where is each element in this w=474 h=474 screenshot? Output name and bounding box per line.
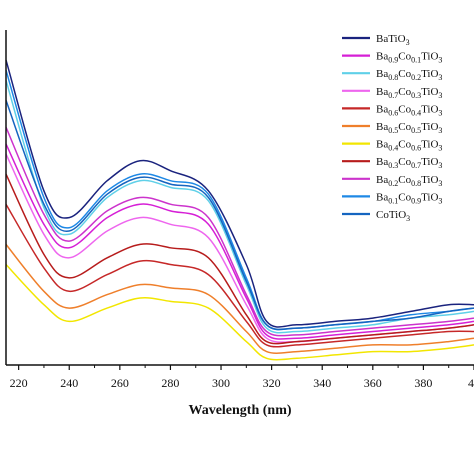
legend-label-4: Ba0.6Co0.4TiO3 — [376, 103, 442, 117]
x-tick-label-6: 340 — [313, 376, 331, 390]
series-line-7 — [5, 173, 474, 345]
x-axis-title: Wavelength (nm) — [188, 403, 291, 418]
legend-label-2: Ba0.8Co0.2TiO3 — [376, 68, 442, 82]
legend-label-0: BaTiO3 — [376, 33, 410, 47]
series-line-0 — [5, 59, 474, 328]
x-tick-label-7: 360 — [364, 376, 382, 390]
legend-label-6: Ba0.4Co0.6TiO3 — [376, 139, 442, 153]
series-line-10 — [5, 100, 474, 331]
legend-label-3: Ba0.7Co0.3TiO3 — [376, 86, 442, 100]
x-tick-label-8: 380 — [414, 376, 432, 390]
x-tick-label-4: 300 — [212, 376, 230, 390]
series-line-9 — [5, 69, 474, 331]
legend: BaTiO3 Ba0.9Co0.1TiO3 Ba0.8Co0.2TiO3 Ba0.7C… — [342, 33, 442, 223]
x-tick-label-9: 40 — [468, 376, 474, 390]
x-tick-label-1: 240 — [60, 376, 78, 390]
legend-label-5: Ba0.5Co0.5TiO3 — [376, 121, 442, 135]
x-tick-label-3: 280 — [161, 376, 179, 390]
series-layer — [5, 59, 474, 361]
legend-label-10: CoTiO3 — [376, 209, 410, 223]
legend-label-8: Ba0.2Co0.8TiO3 — [376, 174, 442, 188]
series-line-8 — [5, 126, 474, 337]
series-line-1 — [5, 143, 474, 340]
series-line-6 — [5, 263, 474, 361]
series-line-5 — [5, 243, 474, 355]
series-line-2 — [5, 80, 474, 334]
x-tick-label-0: 220 — [10, 376, 28, 390]
x-tick-label-5: 320 — [263, 376, 281, 390]
series-line-4 — [5, 203, 474, 348]
x-tick-label-2: 260 — [111, 376, 129, 390]
legend-label-7: Ba0.3Co0.7TiO3 — [376, 156, 442, 170]
legend-label-1: Ba0.9Co0.1TiO3 — [376, 51, 442, 65]
legend-label-9: Ba0.1Co0.9TiO3 — [376, 191, 442, 205]
tick-layer: 220 240 260 280 300 320 340 360 380 40 — [10, 365, 474, 390]
